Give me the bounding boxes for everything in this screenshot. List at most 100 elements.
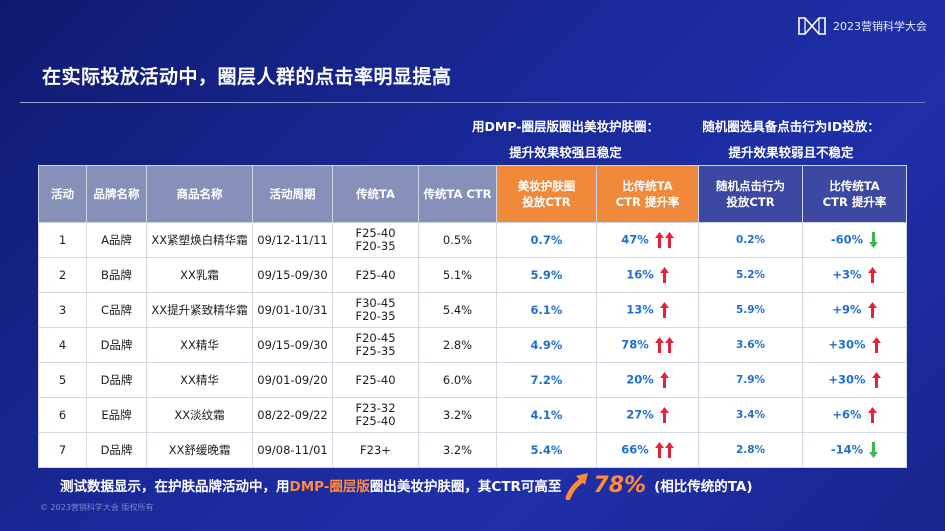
header-rand-ctr-l1: 随机点击行为	[716, 179, 785, 193]
table-row: 2 B品牌 XX乳霜 09/15-09/30 F25-40 5.1% 5.9% 16% 5.2%…	[38, 257, 907, 293]
rand-arrow-wrap	[869, 442, 879, 458]
table-row: 5 D品牌 XX精华 09/01-09/20 F25-40 6.0% 7.2% 20% 7.9%…	[38, 362, 907, 398]
header-dmp-lift: 比传统TA CTR 提升率	[596, 165, 699, 223]
cell-ta-ctr: 6.0%	[418, 362, 497, 398]
arrow-up-icon	[664, 232, 674, 248]
cell-dmp-ctr: 7.2%	[496, 362, 597, 398]
arrow-up-icon-wrap	[659, 267, 669, 283]
cell-rand-lift: +30%	[802, 362, 907, 398]
cell-ta: F23-32 F25-40	[332, 397, 419, 433]
header-ta: 传统TA	[332, 165, 419, 223]
cell-dmp-ctr: 5.9%	[496, 257, 597, 293]
title-divider	[20, 102, 925, 103]
header-product: 商品名称	[146, 165, 253, 223]
cell-product: XX乳霜	[146, 257, 253, 293]
ta-line2: F20-35	[355, 309, 396, 323]
cell-brand: D品牌	[86, 432, 147, 468]
cell-dmp-ctr: 5.4%	[496, 432, 597, 468]
header-rand-lift: 比传统TA CTR 提升率	[802, 165, 907, 223]
cell-rand-lift: +9%	[802, 292, 907, 328]
ta-line1: F23+	[360, 442, 391, 457]
cell-brand: E品牌	[86, 397, 147, 433]
ctr-comparison-table: 活动 品牌名称 商品名称 活动周期 传统TA 传统TA CTR 美妆护肤圈 投放…	[38, 165, 907, 468]
logo-text: 2023营销科学大会	[833, 20, 927, 33]
cell-product: XX提升紧致精华霜	[146, 292, 253, 328]
table-row: 4 D品牌 XX精华 09/15-09/30 F20-45 F25-35 2.8% 4.9% 7…	[38, 327, 907, 363]
cell-period: 09/15-09/30	[252, 327, 333, 363]
cell-rand-ctr: 5.9%	[698, 292, 803, 328]
copyright: © 2023营销科学大会 版权所有	[40, 503, 154, 512]
ta-line1: F25-40	[355, 372, 396, 387]
cell-ta-ctr: 2.8%	[418, 327, 497, 363]
cell-period: 09/01-10/31	[252, 292, 333, 328]
double-arrow-up-icon	[654, 337, 674, 353]
rand-arrow-wrap	[867, 407, 877, 423]
arrow-up-icon	[654, 337, 664, 353]
header-rand-ctr-l2: 投放CTR	[726, 195, 775, 209]
arrow-up-icon	[654, 232, 664, 248]
arrow-up-icon	[659, 407, 669, 423]
cell-activity: 5	[38, 362, 87, 398]
rand-arrow-wrap	[869, 232, 879, 248]
header-dmp-ctr-l1: 美妆护肤圈	[517, 179, 576, 193]
dmp-lift-value: 20%	[626, 372, 654, 387]
cell-ta-ctr: 3.2%	[418, 397, 497, 433]
cell-rand-ctr: 7.9%	[698, 362, 803, 398]
rand-lift-value: +3%	[832, 267, 862, 282]
rand-arrow-wrap	[871, 337, 881, 353]
ta-line1: F23-32	[355, 401, 396, 415]
footer-text-2: 圈出美妆护肤圈，其CTR可高至	[369, 479, 562, 495]
page-title: 在实际投放活动中，圈层人群的点击率明显提高	[42, 66, 452, 88]
dmp-lift-value: 27%	[626, 407, 654, 422]
cell-ta-ctr: 3.2%	[418, 432, 497, 468]
cell-dmp-lift: 47%	[596, 222, 699, 258]
cell-ta: F20-45 F25-35	[332, 327, 419, 363]
cell-activity: 1	[38, 222, 87, 258]
arrow-up-icon-wrap	[659, 372, 669, 388]
cell-activity: 3	[38, 292, 87, 328]
cell-rand-ctr: 5.2%	[698, 257, 803, 293]
rand-lift-value: -60%	[830, 232, 864, 247]
arrow-up-icon	[659, 267, 669, 283]
cell-product: XX淡纹霜	[146, 397, 253, 433]
header-period: 活动周期	[252, 165, 333, 223]
cell-activity: 7	[38, 432, 87, 468]
cell-dmp-lift: 13%	[596, 292, 699, 328]
double-arrow-up-icon	[654, 442, 674, 458]
cell-activity: 2	[38, 257, 87, 293]
ta-line1: F20-45	[355, 331, 396, 345]
ta-line1: F25-40	[355, 267, 396, 282]
dmp-group-line2: 提升效果较强且稳定	[509, 145, 622, 160]
table-row: 7 D品牌 XX舒缓晚霜 09/08-11/01 F23+ 3.2% 5.4% 66% 2.8%…	[38, 432, 907, 468]
cell-period: 09/12-11/11	[252, 222, 333, 258]
cell-dmp-lift: 16%	[596, 257, 699, 293]
arrow-down-icon	[869, 232, 879, 248]
cell-rand-ctr: 3.4%	[698, 397, 803, 433]
table-row: 1 A品牌 XX紧塑焕白精华霜 09/12-11/11 F25-40 F20-35 0.5%…	[38, 222, 907, 258]
dmp-group-line1: 用DMP-圈层版圈出美妆护肤圈：	[472, 119, 659, 134]
cell-brand: C品牌	[86, 292, 147, 328]
header-brand: 品牌名称	[86, 165, 147, 223]
arrow-up-icon	[659, 302, 669, 318]
cell-dmp-lift: 66%	[596, 432, 699, 468]
arrow-up-icon	[659, 372, 669, 388]
cell-product: XX紧塑焕白精华霜	[146, 222, 253, 258]
random-group-line2: 提升效果较弱且不稳定	[728, 145, 854, 160]
arrow-up-icon	[871, 337, 881, 353]
header-dmp-lift-l2: CTR 提升率	[615, 195, 680, 209]
table-row: 3 C品牌 XX提升紧致精华霜 09/01-10/31 F30-45 F20-35 5.4%…	[38, 292, 907, 328]
cell-dmp-ctr: 0.7%	[496, 222, 597, 258]
cell-rand-ctr: 0.2%	[698, 222, 803, 258]
cell-ta: F25-40	[332, 257, 419, 293]
arrow-down-icon	[869, 442, 879, 458]
ta-line2: F20-35	[355, 239, 396, 253]
cell-brand: B品牌	[86, 257, 147, 293]
table-row: 6 E品牌 XX淡纹霜 08/22-09/22 F23-32 F25-40 3.2% 4.1%…	[38, 397, 907, 433]
cell-dmp-ctr: 4.1%	[496, 397, 597, 433]
arrow-up-icon	[867, 407, 877, 423]
cell-ta-ctr: 5.1%	[418, 257, 497, 293]
cell-dmp-lift: 20%	[596, 362, 699, 398]
header-activity: 活动	[38, 165, 87, 223]
arrow-up-icon	[654, 442, 664, 458]
cell-dmp-ctr: 4.9%	[496, 327, 597, 363]
